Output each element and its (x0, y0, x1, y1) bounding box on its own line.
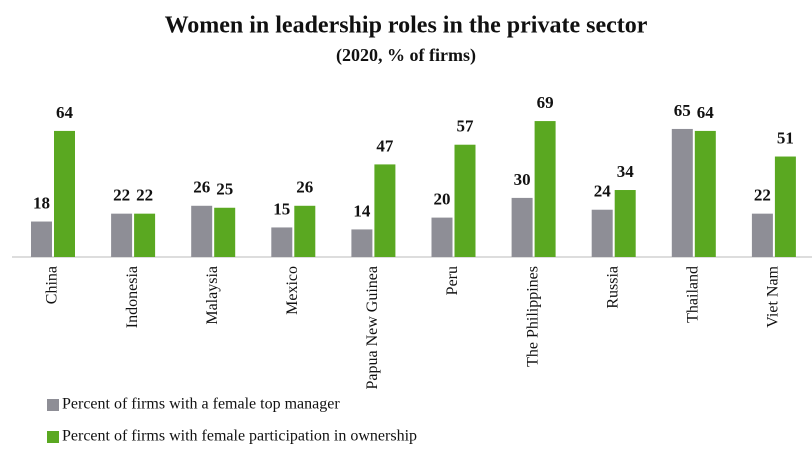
x-tick-label: Peru (444, 266, 461, 295)
value-label: 47 (376, 136, 394, 155)
legend-swatch (47, 431, 59, 443)
value-label: 26 (193, 178, 210, 197)
value-label: 15 (273, 199, 290, 218)
value-label: 30 (514, 170, 531, 189)
x-tick-label: Indonesia (124, 266, 141, 328)
legend-swatch (47, 399, 59, 411)
bar (591, 209, 613, 257)
x-tick-label: China (44, 266, 61, 304)
bar (431, 217, 453, 257)
value-label: 57 (457, 117, 475, 136)
value-label: 51 (777, 128, 794, 147)
bar (374, 164, 396, 257)
value-label: 69 (537, 93, 554, 112)
value-label: 18 (33, 193, 50, 212)
value-label: 65 (674, 101, 691, 120)
value-label: 25 (216, 180, 233, 199)
x-tick-label: Viet Nam (765, 265, 782, 327)
value-label: 34 (617, 162, 635, 181)
bar (351, 229, 373, 257)
bar (54, 130, 75, 257)
chart-subtitle: (2020, % of firms) (336, 45, 476, 66)
value-label: 64 (697, 103, 715, 122)
legend-label: Percent of firms with female participati… (62, 428, 417, 445)
x-tick-label: Mexico (284, 266, 301, 315)
x-tick-label: The Philippines (524, 266, 541, 367)
bar (774, 156, 796, 257)
value-label: 20 (434, 190, 451, 209)
bar (511, 197, 533, 257)
bar (694, 130, 716, 257)
value-label: 26 (296, 178, 313, 197)
bar (294, 205, 316, 257)
value-label: 14 (353, 201, 371, 220)
value-label: 22 (136, 186, 153, 205)
bar (191, 205, 213, 257)
chart-title: Women in leadership roles in the private… (165, 13, 648, 39)
legend-label: Percent of firms with a female top manag… (62, 396, 340, 413)
x-tick-label: Papua New Guinea (364, 266, 381, 390)
bar (31, 221, 52, 257)
bar (214, 207, 236, 257)
bar (671, 128, 693, 257)
bar (751, 213, 773, 257)
bar (534, 121, 556, 257)
x-tick-label: Thailand (684, 266, 701, 323)
value-label: 24 (594, 182, 612, 201)
value-label: 22 (754, 186, 771, 205)
value-label: 64 (56, 103, 74, 122)
x-tick-label: Russia (604, 266, 621, 309)
bar (134, 213, 156, 257)
bar (454, 144, 476, 257)
value-label: 22 (113, 186, 130, 205)
bar (614, 190, 636, 257)
bar (111, 213, 133, 257)
x-tick-label: Malaysia (204, 266, 221, 325)
bar (271, 227, 293, 257)
